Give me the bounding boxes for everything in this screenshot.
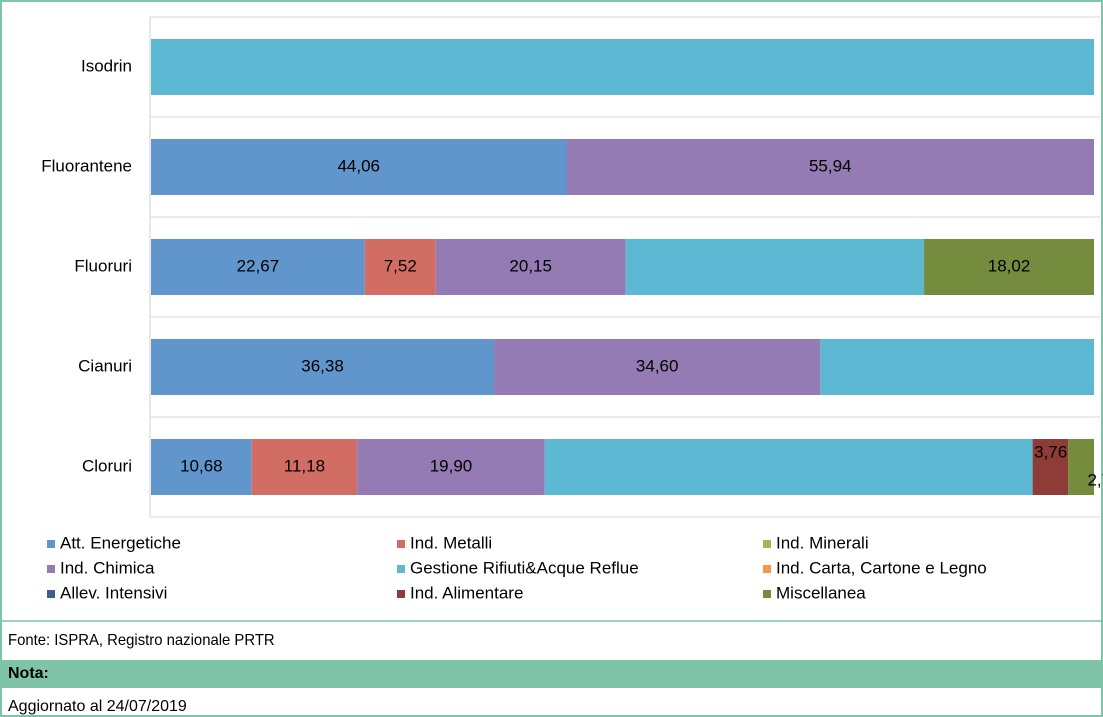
- legend-label: Gestione Rifiuti&Acque Reflue: [410, 558, 639, 577]
- legend-label: Att. Energetiche: [60, 533, 181, 552]
- bar-segment: [566, 139, 1094, 195]
- value-label: 19,90: [430, 456, 473, 475]
- y-tick-label: Fluorantene: [41, 156, 132, 175]
- bar-segment: [151, 139, 567, 195]
- legend-swatch: [47, 590, 55, 598]
- bar-segment: [625, 239, 925, 295]
- note-band: [1, 660, 1102, 688]
- bar-segment: [357, 439, 545, 495]
- legend-label: Allev. Intensivi: [60, 583, 167, 602]
- bar-segment: [1032, 439, 1069, 495]
- bar-segment: [1068, 439, 1094, 495]
- y-tick-label: Cianuri: [78, 356, 132, 375]
- legend-swatch: [397, 590, 405, 598]
- value-label: 10,68: [180, 456, 223, 475]
- legend-label: Ind. Carta, Cartone e Legno: [776, 558, 987, 577]
- value-label: 3,76: [1034, 442, 1067, 461]
- bar-segment: [151, 39, 1094, 95]
- value-label: 34,60: [636, 356, 679, 375]
- note-title: Nota:: [8, 665, 49, 682]
- value-label: 7,52: [384, 256, 417, 275]
- value-label: 20,15: [509, 256, 552, 275]
- value-label: 11,18: [284, 456, 325, 475]
- value-label: 22,67: [237, 256, 280, 275]
- legend-label: Ind. Minerali: [776, 533, 869, 552]
- value-label: 44,06: [337, 156, 380, 175]
- legend-swatch: [763, 565, 771, 573]
- legend-swatch: [47, 565, 55, 573]
- legend-swatch: [397, 565, 405, 573]
- legend-swatch: [763, 590, 771, 598]
- legend-swatch: [763, 540, 771, 548]
- bar-segment: [820, 339, 1094, 395]
- bar-segment: [151, 439, 252, 495]
- y-tick-label: Isodrin: [81, 56, 132, 75]
- source: Fonte: ISPRA, Registro nazionale PRTR: [8, 632, 275, 650]
- legend-label: Miscellanea: [776, 583, 866, 602]
- bar-segment: [151, 239, 365, 295]
- y-tick-label: Fluoruri: [74, 256, 132, 275]
- bar-segment: [435, 239, 626, 295]
- bar-segment: [544, 439, 1033, 495]
- value-label: 2,75: [1087, 470, 1103, 489]
- value-label: 36,38: [301, 356, 344, 375]
- legend-swatch: [47, 540, 55, 548]
- legend-label: Ind. Chimica: [60, 558, 155, 577]
- note-text: Aggiornato al 24/07/2019: [8, 698, 187, 715]
- y-tick-label: Cloruri: [82, 456, 132, 475]
- bar-segment: [251, 439, 358, 495]
- value-label: 55,94: [809, 156, 852, 175]
- bar-segment: [151, 339, 495, 395]
- legend-swatch: [397, 540, 405, 548]
- legend-label: Ind. Metalli: [410, 533, 492, 552]
- bar-segment: [494, 339, 821, 395]
- value-label: 18,02: [988, 256, 1031, 275]
- bar-segment: [364, 239, 436, 295]
- bar-segment: [924, 239, 1094, 295]
- legend-label: Ind. Alimentare: [410, 583, 523, 602]
